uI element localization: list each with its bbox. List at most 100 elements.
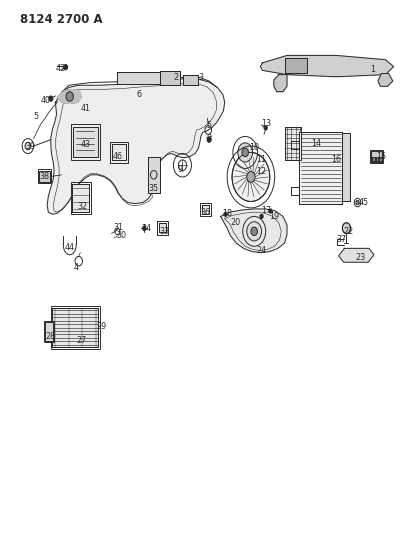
Text: 24: 24 [256, 246, 266, 255]
Text: 16: 16 [330, 156, 340, 164]
Text: 23: 23 [354, 254, 364, 262]
Bar [111, 144, 126, 160]
Bar [284, 58, 307, 73]
Bar [73, 127, 97, 157]
Text: 33: 33 [160, 227, 169, 236]
Bar [160, 71, 179, 85]
Text: 12: 12 [255, 167, 265, 176]
Bar [52, 308, 98, 347]
Bar [117, 72, 166, 84]
Text: 36: 36 [200, 208, 210, 216]
Text: 35: 35 [148, 184, 158, 193]
Bar [73, 127, 97, 157]
Bar [70, 124, 100, 160]
Polygon shape [47, 79, 224, 214]
Text: 18: 18 [222, 209, 231, 217]
Polygon shape [260, 55, 393, 77]
Text: 5: 5 [206, 122, 211, 130]
Bar [182, 75, 198, 85]
Circle shape [142, 226, 146, 230]
Bar [45, 322, 53, 341]
Text: 14: 14 [310, 140, 320, 148]
Circle shape [49, 96, 53, 101]
Bar [284, 127, 301, 160]
Bar [44, 321, 54, 342]
Circle shape [66, 92, 73, 101]
Text: 44: 44 [65, 243, 74, 252]
Polygon shape [377, 74, 392, 86]
Bar [117, 72, 166, 84]
Text: 37: 37 [335, 236, 345, 244]
Circle shape [241, 148, 248, 157]
Circle shape [246, 222, 261, 241]
Text: 4: 4 [73, 263, 78, 272]
Text: 42: 42 [56, 64, 65, 72]
Bar [72, 184, 89, 212]
Bar [371, 157, 374, 161]
Text: 1: 1 [370, 65, 375, 74]
Text: 15: 15 [375, 152, 385, 161]
Text: 19: 19 [269, 212, 279, 221]
Circle shape [246, 172, 254, 182]
Polygon shape [220, 209, 286, 253]
Text: 6: 6 [137, 91, 142, 99]
Text: 39: 39 [26, 142, 36, 150]
Text: 32: 32 [77, 203, 87, 211]
Text: 41: 41 [81, 104, 91, 113]
Text: 13: 13 [261, 119, 271, 128]
Text: 31: 31 [113, 223, 123, 231]
Bar [148, 157, 160, 193]
Circle shape [250, 227, 257, 236]
Text: 45: 45 [358, 198, 368, 207]
Polygon shape [273, 75, 286, 92]
Circle shape [259, 214, 263, 219]
Text: 46: 46 [113, 152, 123, 161]
Text: 43: 43 [80, 141, 90, 149]
Bar [284, 58, 307, 73]
Text: 17: 17 [261, 206, 271, 214]
Text: 2: 2 [173, 73, 178, 82]
Text: 3: 3 [198, 73, 203, 82]
Bar [378, 157, 381, 161]
Bar [182, 75, 198, 85]
Polygon shape [57, 90, 81, 103]
Bar [342, 133, 349, 201]
Bar [157, 221, 168, 235]
Bar [38, 169, 51, 183]
Bar [52, 308, 98, 347]
Text: 38: 38 [39, 173, 49, 181]
Bar [284, 127, 301, 160]
Text: 34: 34 [142, 224, 151, 232]
Bar [159, 223, 166, 232]
Text: 28: 28 [45, 333, 55, 341]
Text: 5: 5 [34, 112, 38, 120]
Circle shape [223, 212, 227, 216]
Text: 11: 11 [255, 156, 265, 164]
Text: 22: 22 [343, 227, 353, 236]
Circle shape [342, 223, 350, 233]
Text: 10: 10 [249, 143, 258, 151]
Bar [369, 150, 382, 163]
Bar [148, 157, 160, 193]
Circle shape [231, 152, 269, 201]
Circle shape [263, 126, 267, 130]
Circle shape [237, 143, 252, 162]
Bar [299, 132, 342, 204]
Bar [110, 142, 128, 163]
Bar [72, 184, 89, 212]
Bar [159, 223, 166, 232]
Bar [70, 182, 91, 214]
Circle shape [207, 137, 211, 142]
Bar [201, 205, 209, 214]
Bar [299, 132, 342, 204]
Bar [342, 133, 349, 201]
Bar [201, 205, 209, 214]
Bar [39, 171, 50, 182]
Circle shape [268, 209, 272, 213]
Bar [375, 157, 378, 161]
Text: 27: 27 [76, 336, 86, 344]
Bar [51, 306, 99, 349]
Polygon shape [338, 248, 373, 262]
Circle shape [355, 200, 358, 205]
Circle shape [63, 64, 67, 70]
